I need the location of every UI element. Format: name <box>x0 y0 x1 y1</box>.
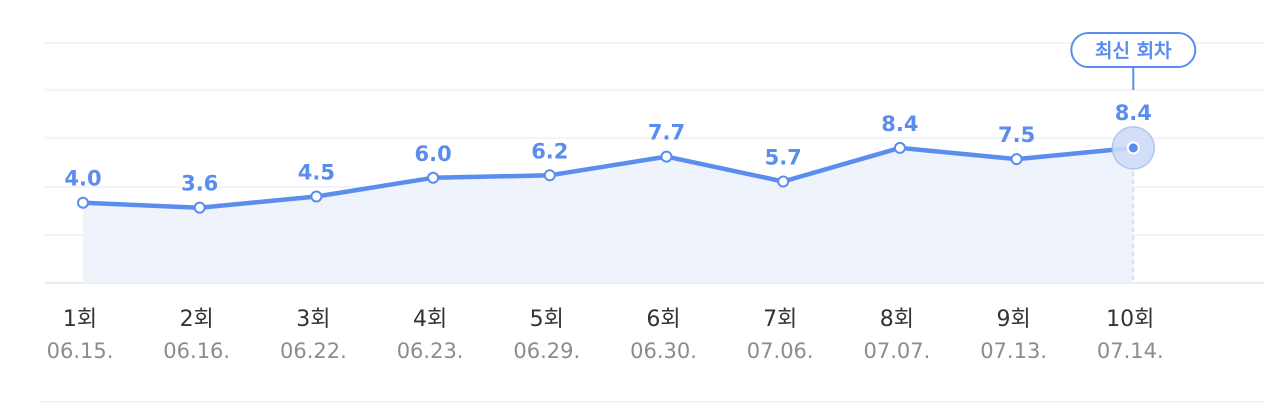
data-point-8[interactable] <box>893 141 906 154</box>
value-label-3: 4.5 <box>298 160 335 184</box>
x-tick-date-8: 07.07. <box>864 339 931 363</box>
series-line <box>80 145 1136 210</box>
x-tick-round-5: 5회 <box>530 307 564 332</box>
x-tick-round-2: 2회 <box>180 307 214 332</box>
x-tick-date-10: 07.14. <box>1097 339 1164 363</box>
value-label-7: 5.7 <box>765 146 802 170</box>
value-label-10: 8.4 <box>1115 101 1152 125</box>
x-tick-round-7: 7회 <box>763 307 797 332</box>
x-tick-date-3: 06.22. <box>280 339 347 363</box>
x-tick-round-1: 1회 <box>63 307 97 332</box>
latest-badge <box>1070 32 1197 68</box>
data-point-4[interactable] <box>427 171 440 184</box>
x-tick-date-1: 06.15. <box>47 339 114 363</box>
data-point-7[interactable] <box>777 175 790 188</box>
x-tick-date-6: 06.30. <box>630 339 697 363</box>
latest-badge-label: 최신 회차 <box>1095 40 1172 62</box>
x-tick-date-5: 06.29. <box>513 339 580 363</box>
x-tick-date-4: 06.23. <box>397 339 464 363</box>
x-tick-date-9: 07.13. <box>980 339 1047 363</box>
series-area-fill <box>83 147 1134 283</box>
value-label-2: 3.6 <box>181 172 218 196</box>
data-point-5[interactable] <box>543 169 556 182</box>
value-label-1: 4.0 <box>64 167 101 191</box>
data-point-9[interactable] <box>1010 153 1023 166</box>
data-point-2[interactable] <box>193 201 206 214</box>
x-tick-round-10: 10회 <box>1106 307 1154 332</box>
x-tick-round-4: 4회 <box>413 307 447 332</box>
data-point-3[interactable] <box>310 190 323 203</box>
value-label-6: 7.7 <box>648 121 685 145</box>
x-tick-round-9: 9회 <box>996 307 1030 332</box>
value-label-8: 8.4 <box>881 112 918 136</box>
value-label-9: 7.5 <box>998 123 1035 147</box>
data-point-10[interactable] <box>1126 141 1140 155</box>
x-tick-round-8: 8회 <box>880 307 914 332</box>
data-point-1[interactable] <box>77 196 89 209</box>
value-label-5: 6.2 <box>531 139 568 163</box>
x-tick-date-2: 06.16. <box>163 339 230 363</box>
x-tick-round-3: 3회 <box>296 307 330 332</box>
data-point-6[interactable] <box>660 150 673 163</box>
value-label-4: 6.0 <box>414 142 451 166</box>
x-tick-round-6: 6회 <box>646 307 680 332</box>
x-tick-date-7: 07.06. <box>747 339 814 363</box>
